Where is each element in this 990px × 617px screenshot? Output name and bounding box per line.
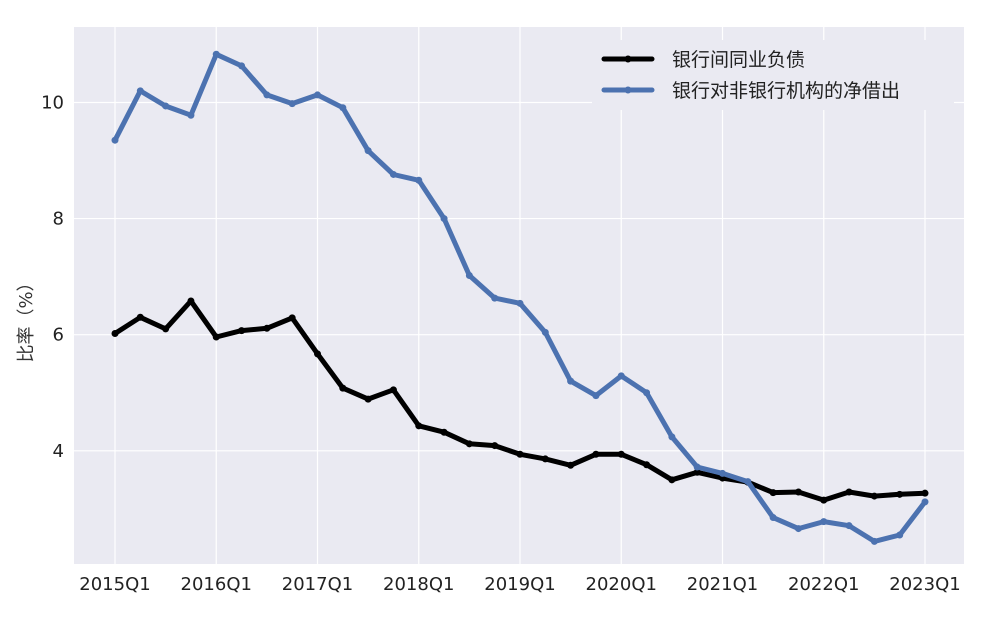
data-point-0 bbox=[668, 476, 676, 484]
data-point-1 bbox=[693, 463, 701, 471]
data-point-1 bbox=[592, 392, 600, 400]
data-point-1 bbox=[339, 104, 347, 112]
data-point-0 bbox=[339, 384, 347, 392]
data-point-1 bbox=[896, 531, 904, 539]
data-point-1 bbox=[744, 478, 752, 486]
data-point-1 bbox=[719, 469, 726, 477]
data-point-0 bbox=[592, 450, 600, 458]
data-point-0 bbox=[288, 314, 296, 322]
x-tick-label: 2022Q1 bbox=[788, 574, 859, 595]
legend-label-interbank: 银行间同业负债 bbox=[672, 49, 805, 71]
data-point-0 bbox=[491, 442, 499, 450]
legend: 银行间同业负债 银行对非银行机构的净借出 bbox=[592, 40, 954, 110]
data-point-1 bbox=[567, 377, 575, 385]
data-point-1 bbox=[288, 100, 296, 108]
data-point-0 bbox=[263, 324, 271, 332]
data-point-0 bbox=[364, 395, 372, 403]
data-point-1 bbox=[162, 102, 170, 110]
data-point-0 bbox=[820, 496, 828, 504]
data-point-1 bbox=[845, 522, 853, 530]
data-point-1 bbox=[364, 147, 372, 155]
data-point-0 bbox=[415, 422, 423, 430]
data-point-0 bbox=[187, 297, 195, 305]
data-point-0 bbox=[465, 440, 473, 448]
data-point-0 bbox=[921, 489, 929, 497]
data-point-0 bbox=[567, 461, 575, 469]
data-point-1 bbox=[238, 62, 246, 70]
x-tick-label: 2018Q1 bbox=[383, 574, 454, 595]
data-point-1 bbox=[136, 87, 144, 95]
y-tick-label: 10 bbox=[41, 92, 64, 113]
data-point-0 bbox=[643, 461, 651, 469]
data-point-0 bbox=[896, 490, 904, 498]
x-tick-label: 2020Q1 bbox=[586, 574, 657, 595]
x-tick-label: 2023Q1 bbox=[889, 574, 960, 595]
data-point-0 bbox=[845, 488, 853, 496]
x-tick-labels: 2015Q1 2016Q1 2017Q1 2018Q1 2019Q1 2020Q1 2021… bbox=[79, 574, 960, 595]
y-tick-label: 8 bbox=[53, 209, 64, 230]
data-point-0 bbox=[389, 386, 397, 394]
data-point-0 bbox=[870, 492, 878, 500]
y-tick-labels: 4 6 8 10 bbox=[41, 92, 64, 461]
data-point-1 bbox=[314, 91, 321, 99]
data-point-1 bbox=[187, 111, 195, 119]
plot-background bbox=[74, 27, 964, 564]
data-point-1 bbox=[491, 294, 499, 302]
data-point-0 bbox=[794, 488, 802, 496]
data-point-0 bbox=[440, 428, 448, 436]
data-point-1 bbox=[921, 498, 929, 506]
data-point-1 bbox=[516, 299, 524, 307]
data-point-0 bbox=[212, 333, 220, 341]
legend-label-nonbank: 银行对非银行机构的净借出 bbox=[672, 80, 900, 102]
x-tick-label: 2017Q1 bbox=[282, 574, 353, 595]
data-point-0 bbox=[136, 313, 144, 321]
data-point-1 bbox=[465, 271, 473, 279]
data-point-1 bbox=[440, 215, 448, 223]
data-point-0 bbox=[769, 489, 777, 497]
data-point-1 bbox=[769, 514, 777, 522]
data-point-1 bbox=[415, 176, 423, 184]
legend-marker-nonbank bbox=[624, 86, 632, 94]
data-point-0 bbox=[238, 327, 246, 335]
data-point-0 bbox=[617, 450, 625, 458]
x-tick-label: 2016Q1 bbox=[181, 574, 252, 595]
data-point-1 bbox=[643, 389, 651, 397]
x-tick-label: 2015Q1 bbox=[79, 574, 150, 595]
data-point-1 bbox=[820, 518, 828, 526]
data-point-1 bbox=[111, 136, 119, 144]
data-point-0 bbox=[516, 450, 524, 458]
data-point-1 bbox=[870, 537, 878, 545]
series-group bbox=[111, 50, 929, 545]
data-point-0 bbox=[541, 455, 549, 463]
data-point-1 bbox=[617, 372, 625, 380]
data-point-1 bbox=[794, 525, 802, 533]
data-point-1 bbox=[541, 328, 549, 336]
data-point-0 bbox=[162, 325, 170, 333]
data-point-0 bbox=[111, 330, 119, 338]
data-point-0 bbox=[693, 468, 701, 476]
data-point-1 bbox=[668, 433, 676, 441]
data-point-0 bbox=[314, 350, 321, 358]
y-tick-label: 6 bbox=[53, 325, 64, 346]
data-point-1 bbox=[263, 91, 271, 99]
legend-marker-interbank bbox=[624, 55, 632, 63]
data-point-1 bbox=[389, 170, 397, 178]
x-tick-label: 2019Q1 bbox=[484, 574, 555, 595]
data-point-1 bbox=[212, 50, 220, 58]
y-tick-label: 4 bbox=[53, 441, 64, 462]
legend-background bbox=[592, 40, 954, 110]
x-tick-label: 2021Q1 bbox=[687, 574, 758, 595]
y-axis-label: 比率（%） bbox=[16, 273, 37, 362]
